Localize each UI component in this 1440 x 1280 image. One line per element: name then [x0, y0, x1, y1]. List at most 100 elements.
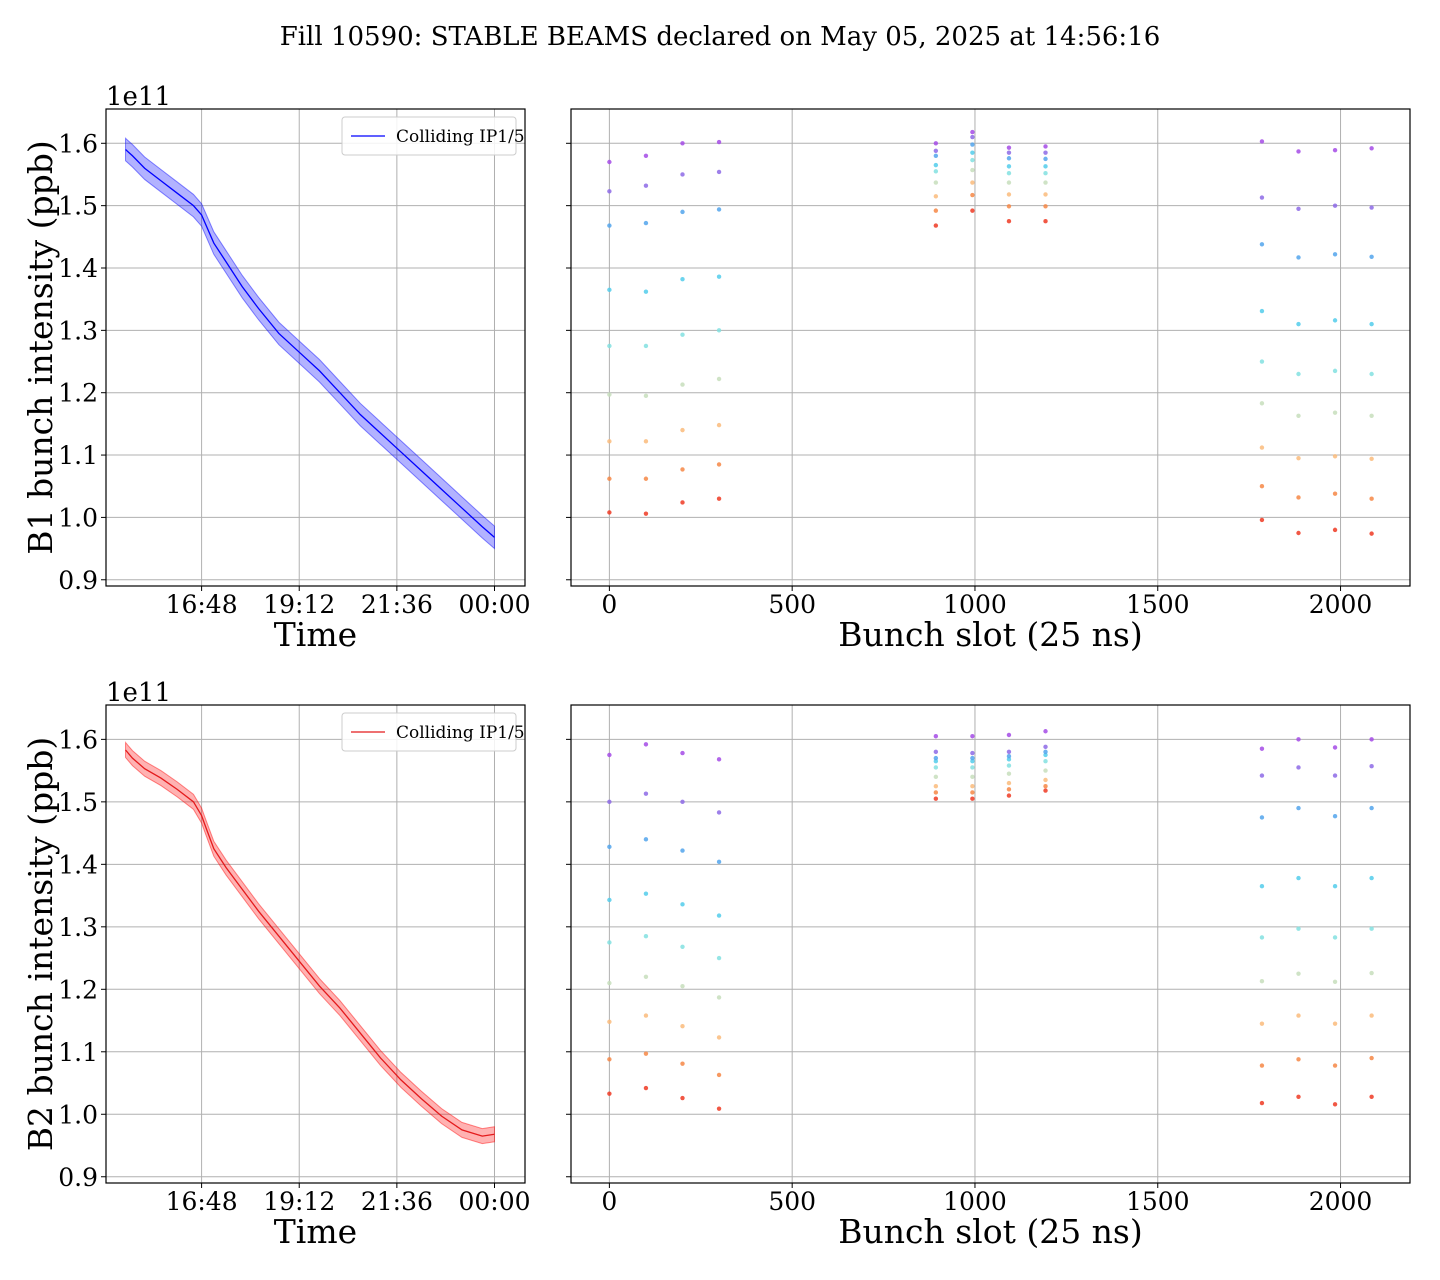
bunch-point	[933, 162, 939, 168]
bunch-point	[1043, 749, 1048, 755]
bunch-point	[716, 274, 722, 279]
bunch-point	[1369, 254, 1374, 259]
x-tick-label: 0	[601, 1187, 617, 1216]
bunch-point	[933, 734, 939, 739]
bunch-point	[933, 223, 939, 228]
bunch-point	[970, 142, 975, 147]
bunch-point	[1296, 371, 1301, 377]
bunch-point	[1006, 180, 1012, 185]
series-line	[125, 149, 495, 538]
bunch-point	[1332, 773, 1338, 778]
bunch-point	[716, 169, 722, 175]
bunch-point	[1296, 321, 1301, 327]
bunch-point	[1296, 530, 1301, 536]
bunch-point	[970, 150, 975, 155]
bunch-point	[933, 784, 939, 789]
figure-title: Fill 10590: STABLE BEAMS declared on May…	[280, 22, 1161, 52]
bunch-point	[970, 180, 975, 185]
bunch-point	[607, 476, 612, 481]
y-tick-label: 1.0	[58, 1100, 98, 1129]
bunch-point	[1006, 757, 1012, 762]
bunch-point	[1369, 413, 1374, 418]
bunch-point	[643, 837, 649, 842]
bunch-point	[1332, 1021, 1338, 1026]
bunch-point	[1259, 517, 1265, 523]
intensity-spread-band	[125, 741, 495, 1145]
bunch-point	[1296, 1094, 1301, 1099]
bunch-point	[680, 1061, 685, 1066]
bunch-point	[970, 774, 975, 780]
bunch-point	[1043, 144, 1048, 149]
bunch-point	[607, 392, 612, 397]
panel-2: 0 500 1000 1500 2000 Bunch slot (25 ns)	[566, 108, 1411, 654]
bunch-point	[1259, 139, 1265, 144]
y-offset-label: 1e11	[106, 678, 171, 708]
bunch-point	[680, 1095, 685, 1101]
bunch-point	[970, 157, 975, 163]
bunch-point	[933, 749, 939, 755]
bunch-point	[1006, 156, 1012, 161]
bunch-point	[607, 980, 612, 986]
bunch-point	[1332, 814, 1338, 819]
bunch-point	[1369, 321, 1374, 327]
bunch-point	[1369, 875, 1374, 881]
bunch-point	[716, 376, 722, 382]
bunch-point	[607, 940, 612, 945]
bunch-point	[970, 167, 975, 173]
bunch-point	[1043, 156, 1048, 162]
x-tick-label: 19:12	[263, 590, 335, 619]
bunch-point	[1369, 737, 1374, 742]
legend: Colliding IP1/5	[341, 116, 525, 156]
bunch-point	[1259, 1021, 1265, 1026]
bunch-point	[1332, 745, 1338, 750]
bunch-point	[680, 467, 685, 472]
bunch-point	[1006, 145, 1012, 150]
bunch-point	[1259, 359, 1265, 364]
bunch-point	[1332, 147, 1338, 153]
bunch-point	[643, 1085, 649, 1091]
bunch-point	[1043, 219, 1048, 224]
bunch-point	[1259, 935, 1265, 940]
bunch-point	[1296, 455, 1301, 461]
bunch-point	[1332, 368, 1338, 374]
bunch-point	[1296, 206, 1301, 211]
bunch-point	[716, 1072, 722, 1078]
bunch-point	[1006, 171, 1012, 176]
bunch-point	[1369, 805, 1374, 811]
bunch-point	[643, 1013, 649, 1018]
bunch-point	[716, 462, 722, 467]
bunch-point	[970, 750, 975, 756]
bunch-point	[1332, 491, 1338, 496]
bunch-point	[1369, 764, 1374, 769]
bunch-point	[1259, 401, 1265, 406]
bunch-point	[1006, 780, 1012, 786]
bunch-point	[716, 1106, 722, 1111]
bunch-point	[716, 422, 722, 428]
axes-frame	[570, 704, 1411, 1184]
intensity-spread-band	[125, 137, 495, 550]
bunch-point	[643, 933, 649, 939]
bunch-point	[1043, 150, 1048, 155]
bunch-point	[1369, 1055, 1374, 1061]
x-tick-label: 500	[768, 1187, 816, 1216]
bunch-point	[1259, 884, 1265, 889]
bunch-point	[1006, 150, 1012, 155]
y-tick-label: 1.6	[58, 725, 98, 754]
x-tick-label: 21:36	[361, 1187, 433, 1216]
bunch-point	[933, 153, 939, 158]
x-tick-label: 21:36	[361, 590, 433, 619]
bunch-point	[643, 289, 649, 294]
bunch-point	[1006, 219, 1012, 224]
bunch-point	[680, 1023, 685, 1029]
bunch-point	[1332, 318, 1338, 323]
bunch-point	[607, 1019, 612, 1024]
bunch-point	[643, 153, 649, 158]
x-tick-label: 1500	[1126, 1187, 1190, 1216]
bunch-point	[680, 500, 685, 505]
y-axis-label: B2 bunch intensity (ppb)	[21, 737, 60, 1151]
bunch-point	[933, 194, 939, 199]
bunch-point	[1259, 773, 1265, 778]
bunch-point	[1043, 171, 1048, 176]
bunch-point	[1296, 971, 1301, 976]
bunch-point	[680, 427, 685, 433]
